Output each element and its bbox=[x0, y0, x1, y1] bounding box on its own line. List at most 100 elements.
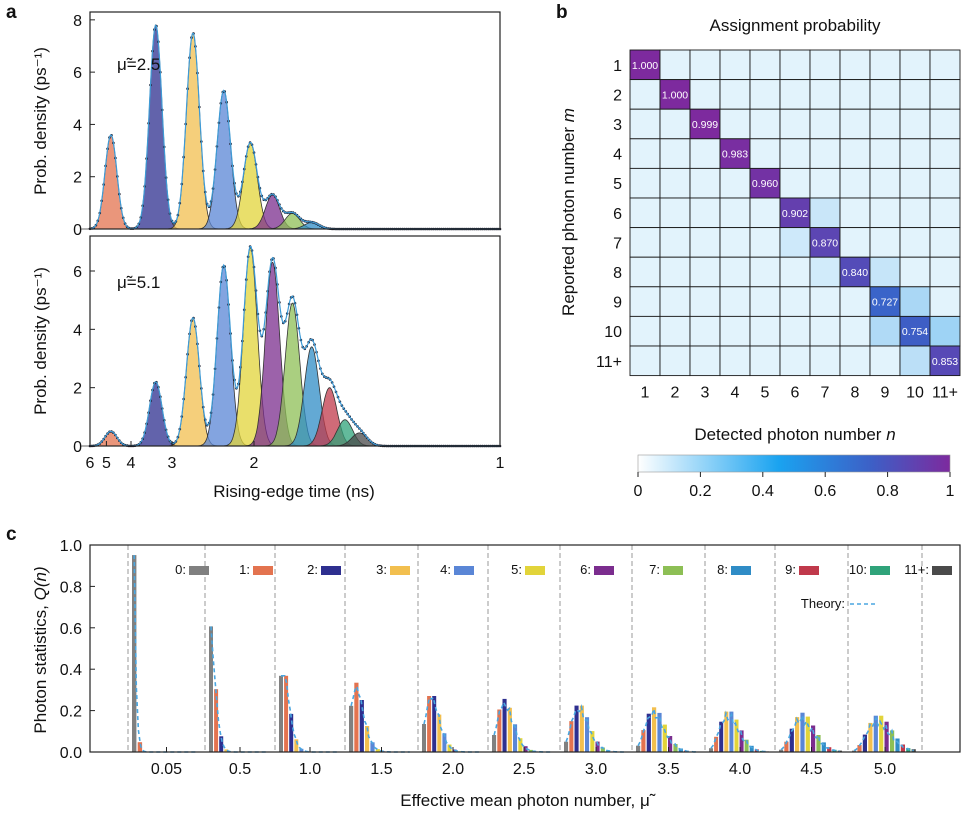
c-y-tick-label: 0.6 bbox=[60, 621, 82, 638]
a-top-ylabel: Prob. density (ps⁻¹) bbox=[31, 47, 50, 195]
heatmap-cell bbox=[839, 345, 871, 377]
heatmap-cell bbox=[629, 227, 661, 258]
heatmap-cell bbox=[779, 197, 811, 229]
bar-n0 bbox=[279, 675, 283, 752]
bar-n8 bbox=[895, 738, 900, 752]
heatmap-cell bbox=[659, 167, 691, 199]
bar-n10 bbox=[906, 748, 911, 752]
heatmap-cell bbox=[839, 197, 871, 229]
heatmap-cell bbox=[809, 108, 841, 140]
bar-n8 bbox=[749, 745, 754, 752]
bar-n3 bbox=[224, 749, 229, 752]
bar-n4 bbox=[657, 712, 662, 752]
heatmap-cell bbox=[629, 49, 661, 81]
heatmap-cell bbox=[749, 79, 781, 110]
heatmap-cell bbox=[839, 79, 871, 110]
heatmap-cell bbox=[899, 79, 931, 110]
c-x-tick-label: 1.5 bbox=[370, 761, 392, 778]
heatmap-cell bbox=[749, 108, 781, 140]
heatmap-cell bbox=[929, 227, 961, 258]
c-legend: 0: 1: 2: 3: 4: 5: 6: 7: 8: 9: 10: 11+: bbox=[175, 562, 952, 577]
bar-n0 bbox=[209, 626, 213, 752]
heatmap-cell bbox=[659, 345, 691, 377]
x-tick-label: 4 bbox=[127, 455, 136, 472]
heatmap-cell bbox=[749, 286, 781, 317]
bar-n1 bbox=[714, 736, 719, 752]
heatmap-row-label: 7 bbox=[613, 235, 622, 252]
y-tick-label: 2 bbox=[73, 170, 82, 187]
c-x-tick-label: 5.0 bbox=[874, 761, 896, 778]
bar-n0 bbox=[349, 705, 354, 752]
heatmap-cell bbox=[869, 345, 901, 377]
bar-n4 bbox=[729, 711, 734, 752]
legend-swatch bbox=[663, 566, 683, 575]
heatmap-cell bbox=[659, 286, 691, 317]
legend-label: 10: bbox=[849, 562, 867, 577]
heatmap-cell bbox=[749, 256, 781, 288]
bar-n4 bbox=[585, 717, 590, 752]
heatmap-cell bbox=[809, 49, 841, 81]
c-x-tick-label: 1.0 bbox=[299, 761, 321, 778]
bar-n5 bbox=[805, 716, 810, 752]
heatmap-cell bbox=[749, 227, 781, 258]
bar-n6 bbox=[739, 730, 744, 752]
heatmap-col-label: 10 bbox=[906, 385, 924, 402]
heatmap-cell bbox=[749, 315, 781, 347]
panel-c-bars: 0.0 0.2 0.4 0.6 0.8 1.0 0.05 0.5 1.0 1.5 2.0 2.5 3.… bbox=[31, 538, 961, 810]
heatmap-row-label: 9 bbox=[613, 295, 622, 312]
c-bars bbox=[132, 555, 916, 752]
heatmap-diagonal-label: 0.754 bbox=[902, 326, 928, 338]
heatmap-cell bbox=[929, 286, 961, 317]
heatmap-cell bbox=[659, 256, 691, 288]
heatmap-row-label: 3 bbox=[613, 117, 622, 134]
heatmap-cell bbox=[839, 256, 871, 288]
heatmap-cell bbox=[749, 167, 781, 199]
heatmap-cell bbox=[809, 197, 841, 229]
heatmap-cell bbox=[689, 256, 721, 288]
heatmap-col-label: 4 bbox=[731, 385, 740, 402]
heatmap-col-label: 3 bbox=[701, 385, 710, 402]
heatmap-cell bbox=[689, 315, 721, 347]
bar-n0 bbox=[564, 741, 569, 752]
heatmap-cell bbox=[929, 345, 961, 377]
legend-swatch bbox=[454, 566, 474, 575]
heatmap-title: Assignment probability bbox=[709, 16, 881, 35]
heatmap-cell bbox=[869, 315, 901, 347]
bar-n0 bbox=[492, 735, 497, 752]
y-tick-label: 0 bbox=[73, 222, 82, 239]
bar-n1 bbox=[569, 721, 574, 752]
y-tick-label: 0 bbox=[73, 439, 82, 456]
heatmap-xlabel-var: n bbox=[886, 425, 895, 444]
heatmap-cell bbox=[629, 108, 661, 140]
heatmap-cell bbox=[899, 167, 931, 199]
heatmap-cell bbox=[869, 256, 901, 288]
heatmap-cell bbox=[839, 167, 871, 199]
bar-n3 bbox=[507, 707, 512, 752]
heatmap-cell bbox=[839, 315, 871, 347]
bar-n5 bbox=[879, 715, 884, 752]
panel-label-b: b bbox=[556, 2, 568, 23]
heatmap-ylabel: Reported photon number m bbox=[559, 108, 578, 316]
bar-n2 bbox=[719, 721, 724, 752]
heatmap-cell bbox=[719, 197, 751, 229]
panel-label-c: c bbox=[6, 524, 17, 545]
heatmap-cell bbox=[869, 108, 901, 140]
heatmap-cell bbox=[659, 138, 691, 169]
c-y-tick-label: 0.8 bbox=[60, 579, 82, 596]
c-x-tick-label: 0.05 bbox=[151, 761, 182, 778]
heatmap-row-label: 2 bbox=[613, 87, 622, 104]
bar-n0 bbox=[422, 724, 426, 752]
heatmap-cell bbox=[719, 167, 751, 199]
bar-n5 bbox=[375, 749, 380, 752]
c-x-tick-label: 4.5 bbox=[800, 761, 822, 778]
heatmap-xlabel: Detected photon number n bbox=[694, 425, 895, 444]
legend-swatch bbox=[799, 566, 819, 575]
c-y-tick-label: 0.0 bbox=[60, 745, 82, 762]
heatmap-cell bbox=[629, 167, 661, 199]
heatmap-col-label: 11+ bbox=[932, 385, 958, 402]
legend-label: 2: bbox=[307, 562, 318, 577]
heatmap-cell bbox=[779, 256, 811, 288]
y-tick-label: 8 bbox=[73, 13, 82, 30]
bar-n0 bbox=[132, 555, 137, 752]
